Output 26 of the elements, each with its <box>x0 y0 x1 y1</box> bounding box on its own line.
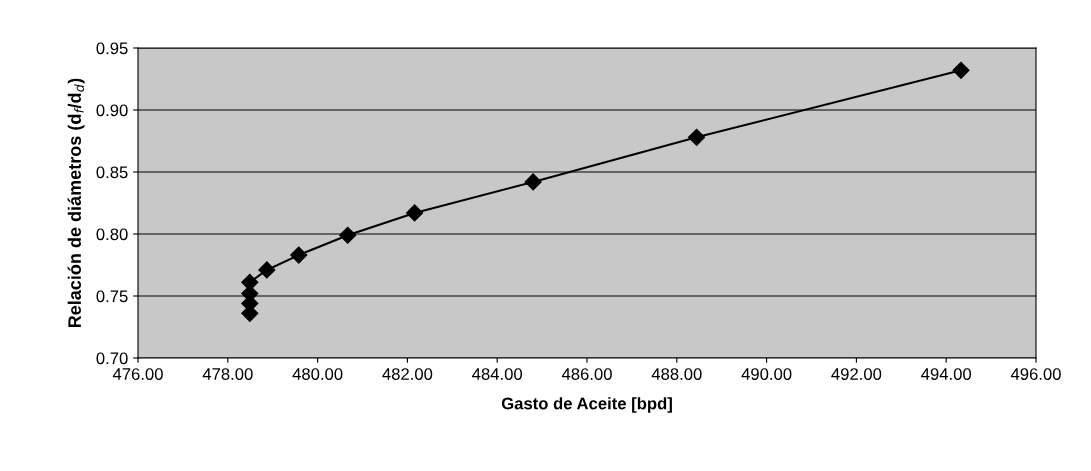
x-tick-label: 480.00 <box>292 368 343 380</box>
y-tick-label: 0.75 <box>96 290 128 303</box>
point <box>688 128 706 146</box>
y-tick-label: 0.85 <box>96 166 128 179</box>
y-tick-label: 0.90 <box>96 104 128 117</box>
point <box>524 173 542 191</box>
x-tick-label: 496.00 <box>1010 368 1061 380</box>
x-tick-label: 484.00 <box>472 368 523 380</box>
y-tick-label: 0.70 <box>96 352 128 365</box>
point <box>339 226 357 244</box>
point <box>406 204 424 222</box>
x-tick-label: 478.00 <box>202 368 253 380</box>
x-tick-label: 494.00 <box>921 368 972 380</box>
x-tick-label: 490.00 <box>741 368 792 380</box>
x-tick-label: 476.00 <box>112 368 163 380</box>
point <box>258 261 276 279</box>
point <box>290 246 308 264</box>
x-axis-title: Gasto de Aceite [bpd] <box>501 397 672 413</box>
y-tick-label: 0.95 <box>96 42 128 55</box>
y-tick-label: 0.80 <box>96 228 128 241</box>
x-tick-label: 488.00 <box>651 368 702 380</box>
point <box>952 61 970 79</box>
x-tick-label: 482.00 <box>382 368 433 380</box>
x-tick-label: 486.00 <box>561 368 612 380</box>
x-tick-label: 492.00 <box>831 368 882 380</box>
y-axis-title: Relación de diámetros (d$_{f}$/d$_{d}$) <box>67 78 85 328</box>
